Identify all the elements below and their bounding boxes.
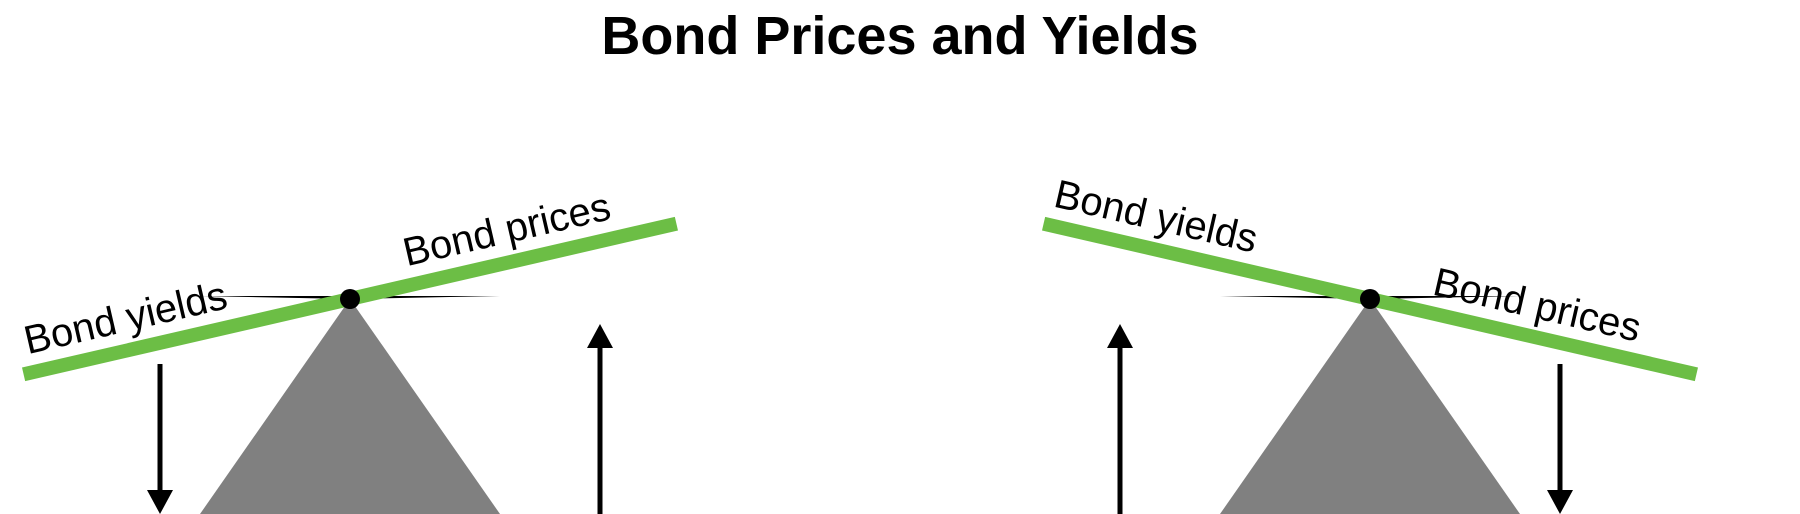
pivot-dot bbox=[1360, 289, 1380, 309]
pivot-dot bbox=[340, 289, 360, 309]
seesaw-right: Bond yields Bond prices bbox=[0, 0, 1800, 514]
arrow-left bbox=[144, 364, 176, 514]
arrow-right bbox=[584, 324, 616, 514]
diagram-canvas: Bond Prices and Yields Bond yields Bond … bbox=[0, 0, 1800, 514]
arrow-left bbox=[1104, 324, 1136, 514]
arrow-right bbox=[1544, 364, 1576, 514]
